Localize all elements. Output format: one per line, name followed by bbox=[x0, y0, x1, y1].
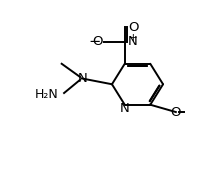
Text: N: N bbox=[128, 35, 138, 48]
Text: O: O bbox=[92, 35, 102, 48]
Text: O: O bbox=[171, 105, 181, 119]
Text: +: + bbox=[129, 33, 137, 43]
Text: O: O bbox=[128, 21, 139, 34]
Text: H₂N: H₂N bbox=[35, 88, 59, 101]
Text: N: N bbox=[120, 102, 130, 115]
Text: −: − bbox=[88, 34, 101, 49]
Text: N: N bbox=[77, 72, 87, 85]
